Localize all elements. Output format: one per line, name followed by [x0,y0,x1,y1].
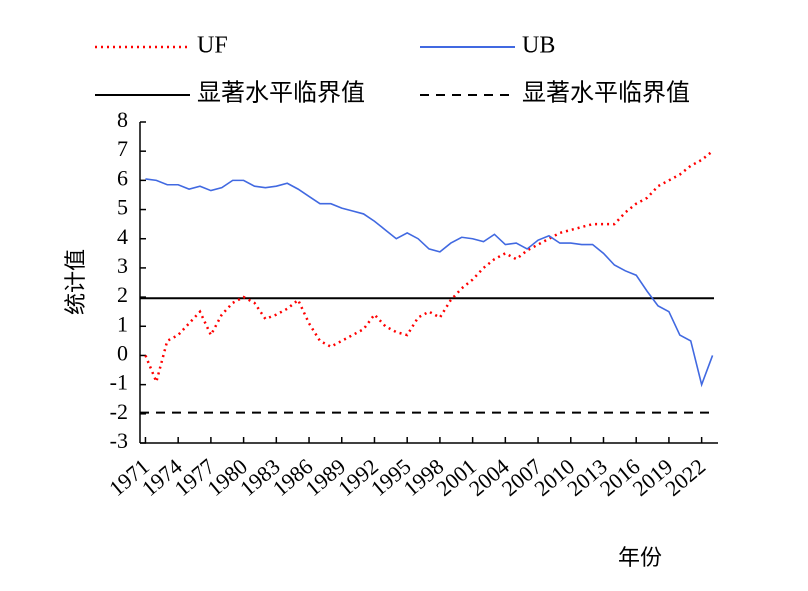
x-tick-label: 2022 [660,454,710,501]
legend-label: UB [522,33,555,59]
y-tick-label: -3 [110,428,128,453]
y-tick-label: 3 [117,253,128,278]
y-tick-label: 5 [117,195,128,220]
y-tick-label: 8 [117,107,128,132]
legend-label: 显著水平临界值 [522,80,690,107]
y-tick-label: 2 [117,282,128,307]
x-axis-label: 年份 [618,545,662,570]
series-line [145,178,714,388]
y-tick-label: 7 [117,136,128,161]
y-axis-label: 统计值 [63,249,88,315]
series-line [144,150,714,386]
y-tick-label: -2 [110,399,128,424]
legend-label: UF [197,33,228,59]
y-tick-label: -1 [110,370,128,395]
legend-label: 显著水平临界值 [197,80,365,107]
y-tick-label: 1 [117,311,128,336]
y-tick-label: 0 [117,341,128,366]
y-tick-label: 6 [117,165,128,190]
y-tick-label: 4 [117,224,128,249]
